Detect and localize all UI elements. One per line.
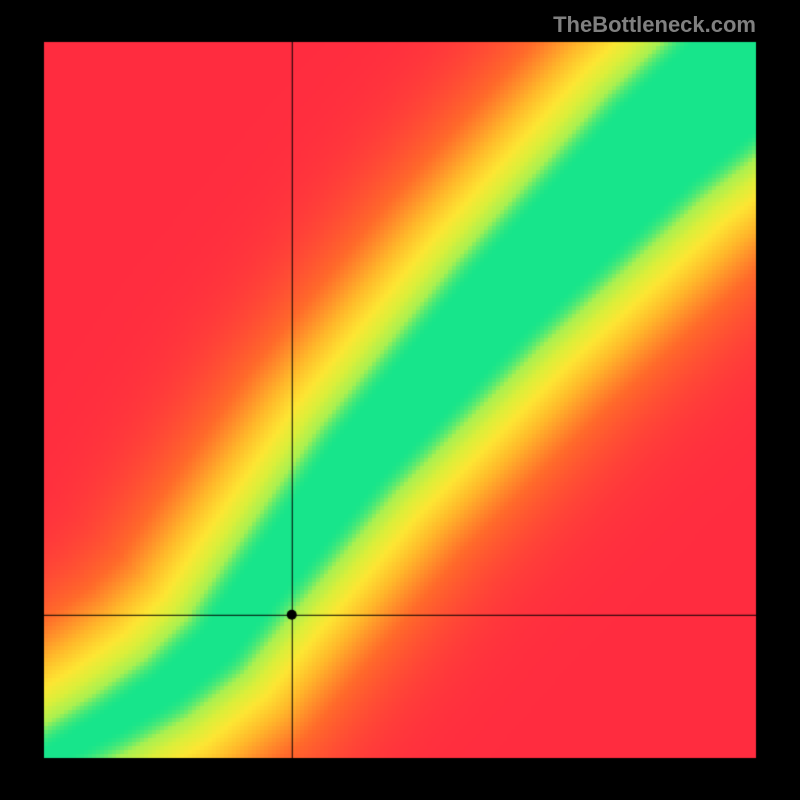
heatmap-canvas bbox=[0, 0, 800, 800]
watermark-text: TheBottleneck.com bbox=[553, 12, 756, 38]
bottleneck-chart: TheBottleneck.com bbox=[0, 0, 800, 800]
